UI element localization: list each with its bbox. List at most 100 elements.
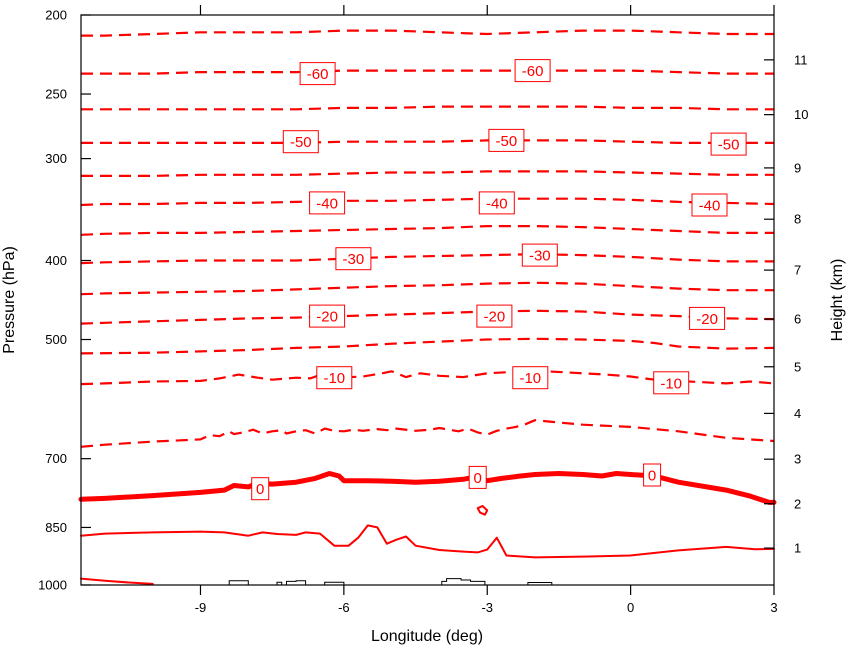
contour-label: 0: [251, 477, 270, 501]
contour-label-text: -20: [316, 309, 338, 326]
height-tick-label: 2: [794, 496, 801, 511]
contour-label-box: [710, 132, 747, 156]
contour-label: -60: [514, 59, 551, 83]
contour-label-text: -20: [484, 309, 506, 326]
contour-label-text: 0: [474, 470, 482, 487]
contour-label-text: -30: [529, 248, 551, 265]
contour-label-text: -40: [486, 195, 508, 212]
contour-label-box: [488, 128, 525, 152]
contour-label-box: [689, 306, 726, 330]
contour-label-box: [309, 304, 346, 328]
height-tick-label: 9: [794, 160, 801, 175]
contour-label: -50: [710, 132, 747, 156]
contour-label-text: -50: [496, 133, 518, 150]
contour-label-text: -60: [522, 63, 544, 80]
contour-line: [81, 170, 774, 177]
height-tick-label: 6: [794, 312, 801, 327]
contour-label-box: [653, 371, 690, 395]
contour-line: [81, 105, 774, 111]
contour-label: -10: [316, 366, 353, 390]
pressure-tick-label: 500: [45, 332, 67, 347]
contour-label-text: -40: [316, 195, 338, 212]
contour-label-text: -50: [290, 134, 312, 151]
contour-label-box: [299, 62, 336, 86]
contour-label-box: [335, 247, 372, 271]
contour-label-box: [691, 193, 728, 217]
pressure-tick-label: 850: [45, 520, 67, 535]
contour-label-text: -30: [343, 251, 365, 268]
contour-line: [80, 337, 775, 355]
y-axis-title-right: Height (km): [829, 259, 846, 342]
contour-label-box: [251, 477, 270, 501]
contour-line: [80, 281, 774, 296]
contour-label-box: [476, 304, 513, 328]
contour-label-text: -10: [660, 375, 682, 392]
pressure-tick-label: 1000: [38, 578, 67, 593]
contour-lines: [78, 29, 777, 585]
height-tick-label: 11: [794, 52, 808, 67]
contour-label-box: [512, 366, 549, 390]
contour-label-box: [309, 191, 346, 215]
contour-label: -10: [512, 366, 549, 390]
contour-line: [80, 524, 775, 559]
height-tick-label: 5: [794, 359, 801, 374]
contour-line: [81, 29, 774, 37]
x-tick-label: -9: [195, 600, 207, 615]
contour-line: [78, 471, 777, 505]
contour-label-box: [282, 130, 319, 154]
pressure-tick-label: 200: [45, 8, 67, 23]
contour-label: -20: [476, 304, 513, 328]
contour-label-box: [478, 191, 515, 215]
contour-line: [80, 253, 774, 265]
pressure-tick-label: 400: [45, 253, 67, 268]
contour-label-text: -40: [699, 198, 721, 215]
y-axis-title-left: Pressure (hPa): [1, 246, 18, 354]
contour-line: [80, 419, 775, 448]
height-tick-label: 10: [794, 107, 808, 122]
terrain-line: [228, 578, 553, 586]
contour-label: -10: [653, 371, 690, 395]
x-tick-label: -3: [481, 600, 493, 615]
pressure-tick-label: 300: [45, 151, 67, 166]
contour-label: -50: [488, 128, 525, 152]
height-tick-label: 7: [794, 263, 801, 278]
contour-label-box: [643, 463, 662, 487]
contour-label-text: 0: [256, 481, 264, 498]
contour-line: [80, 309, 775, 325]
contour-label: -50: [282, 130, 319, 154]
contour-label-box: [521, 243, 558, 267]
contour-label-box: [468, 465, 487, 489]
contour-label: 0: [468, 465, 487, 489]
height-tick-label: 8: [794, 212, 801, 227]
contour-label-text: 0: [648, 468, 656, 485]
contour-label: -60: [299, 62, 336, 86]
contour-label-box: [316, 366, 353, 390]
x-tick-label: 3: [770, 600, 777, 615]
contour-label: -30: [335, 247, 372, 271]
pressure-tick-label: 700: [45, 451, 67, 466]
contour-label-text: -10: [519, 370, 541, 387]
plot-frame: [80, 14, 775, 586]
x-tick-label: 0: [627, 600, 634, 615]
contour-label: -40: [478, 191, 515, 215]
x-axis-title: Longitude (deg): [371, 628, 483, 645]
contour-label: 0: [643, 463, 662, 487]
terrain-outline: [228, 578, 553, 586]
height-tick-label: 4: [794, 406, 801, 421]
contour-label: -30: [521, 243, 558, 267]
contour-label: -40: [309, 191, 346, 215]
contour-label-text: -10: [323, 370, 345, 387]
contour-label-text: -60: [307, 66, 329, 83]
axes: -9 -6 -3 0 320025030040050070085010001234567…: [38, 5, 808, 615]
x-tick-label: -6: [338, 600, 350, 615]
contour-label-box: [514, 59, 551, 83]
pressure-tick-label: 250: [45, 87, 67, 102]
contour-line: [80, 225, 774, 236]
contour-label-text: -20: [696, 311, 718, 328]
contour-label: -40: [691, 193, 728, 217]
contour-label: -20: [309, 304, 346, 328]
contour-line: [476, 505, 489, 516]
contour-label: -20: [689, 306, 726, 330]
contour-line: [80, 197, 775, 207]
